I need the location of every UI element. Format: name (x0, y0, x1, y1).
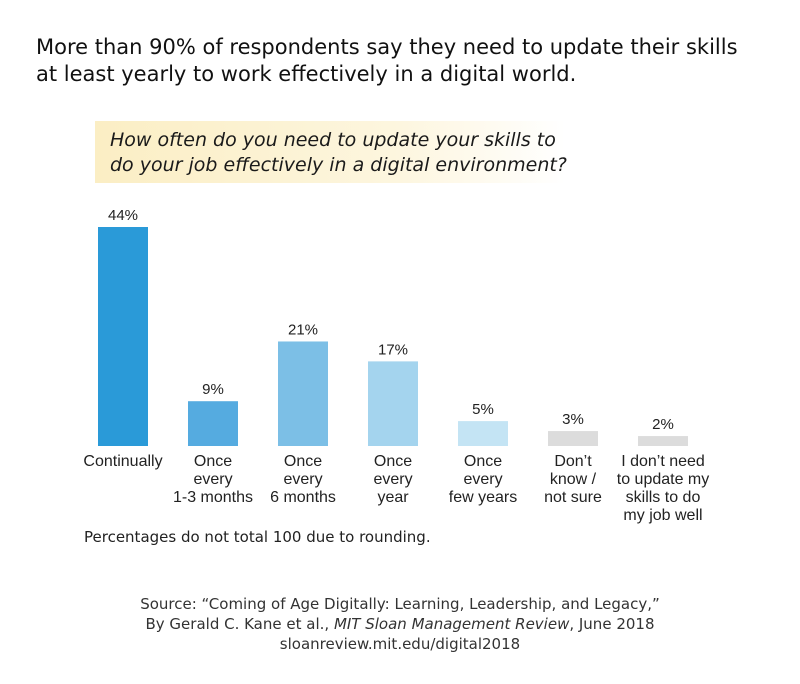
bar-value-label: 2% (652, 416, 674, 433)
bar-value-label: 9% (202, 381, 224, 398)
bar-value-label: 5% (472, 401, 494, 418)
category-label: I don’t need to update my skills to do m… (616, 453, 710, 524)
source-line-1: Source: “Coming of Age Digitally: Learni… (140, 595, 660, 613)
bar-6 (548, 431, 598, 446)
bar-4 (368, 361, 418, 446)
bar-value-label: 3% (562, 411, 584, 428)
category-label: Once every 6 months (270, 453, 336, 506)
source-line-2: By Gerald C. Kane et al., MIT Sloan Mana… (145, 615, 655, 633)
bar-7 (638, 436, 688, 446)
bar-5 (458, 421, 508, 446)
bar-value-label: 17% (378, 341, 408, 358)
chart-question-title: How often do you need to update your ski… (110, 129, 567, 176)
rounding-note: Percentages do not total 100 due to roun… (84, 528, 431, 546)
bar-3 (278, 341, 328, 446)
category-label: Continually (83, 453, 163, 470)
bar-1 (98, 227, 148, 446)
publication-name: MIT Sloan Management Review (333, 615, 570, 633)
bar-value-label: 21% (288, 321, 318, 338)
category-label: Once every 1-3 months (172, 453, 254, 506)
headline: More than 90% of respondents say they ne… (36, 35, 738, 86)
category-label: Once every year (373, 453, 413, 506)
source-citation: Source: “Coming of Age Digitally: Learni… (0, 594, 800, 654)
category-label: Once every few years (448, 453, 518, 506)
question-highlight-band (95, 121, 565, 183)
bar-2 (188, 401, 238, 446)
category-label: Don’t know / not sure (544, 453, 602, 506)
source-url: sloanreview.mit.edu/digital2018 (279, 635, 521, 653)
bar-value-label: 44% (108, 207, 138, 224)
